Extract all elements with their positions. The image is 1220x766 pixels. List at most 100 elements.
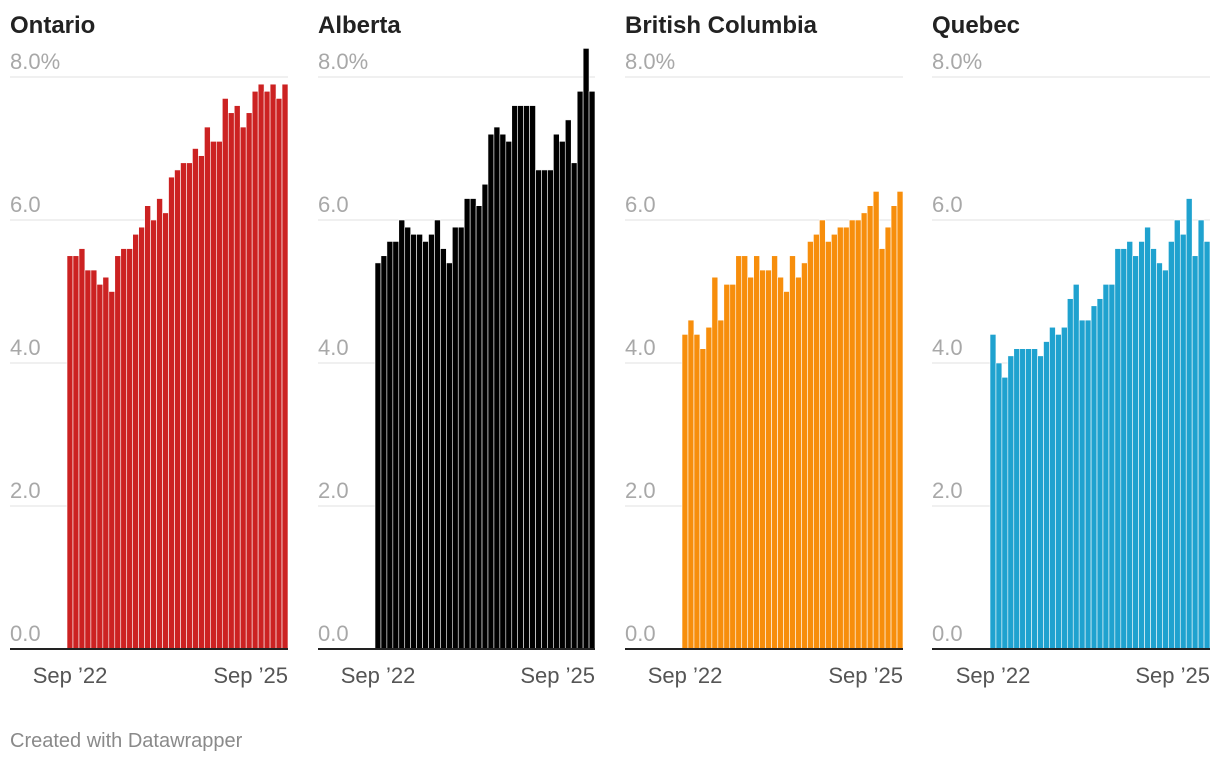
bar [753, 255, 760, 650]
bar [1150, 248, 1157, 650]
bar [1156, 262, 1163, 650]
bar [896, 191, 904, 650]
bar [174, 169, 181, 650]
bar [84, 269, 92, 650]
bar [410, 234, 417, 650]
bar [380, 255, 388, 650]
bar [475, 205, 483, 650]
bar [789, 255, 796, 650]
bar [582, 48, 590, 650]
bar [281, 83, 289, 650]
bar [269, 83, 277, 650]
bar [1179, 234, 1187, 650]
bar [541, 169, 548, 650]
bar [564, 119, 572, 650]
bar [576, 91, 584, 650]
bar [120, 248, 128, 650]
y-tick-label: 8.0% [932, 49, 982, 74]
bar [854, 219, 862, 650]
bar [547, 169, 554, 650]
y-tick-label: 4.0 [318, 335, 349, 360]
y-tick-label: 6.0 [318, 192, 349, 217]
bar [1144, 226, 1151, 650]
bar [434, 219, 441, 650]
bar [102, 276, 110, 650]
y-tick-label: 0.0 [932, 621, 963, 646]
bar [392, 241, 400, 650]
y-tick-label: 4.0 [932, 335, 963, 360]
bar [1031, 348, 1038, 650]
bar [239, 126, 247, 650]
bar [989, 334, 997, 650]
bar [493, 126, 501, 650]
bar [759, 269, 766, 650]
bar [819, 219, 826, 650]
bar [156, 198, 163, 650]
bar [251, 91, 259, 650]
bar [559, 141, 566, 650]
bar [836, 226, 844, 650]
bar [451, 226, 459, 650]
panel-title: British Columbia [625, 12, 818, 39]
bar [487, 133, 495, 650]
bar [570, 162, 578, 650]
y-tick-label: 6.0 [625, 192, 656, 217]
bar [428, 234, 435, 650]
bar [860, 212, 868, 650]
bar [1126, 241, 1134, 650]
bar [404, 226, 411, 650]
x-tick-label: Sep ’22 [341, 663, 416, 688]
bar [204, 126, 211, 650]
bar [535, 169, 542, 650]
bar [687, 319, 695, 650]
x-tick-label: Sep ’25 [520, 663, 595, 688]
bar [765, 269, 772, 650]
bar [505, 141, 513, 650]
bar [422, 241, 429, 650]
bar [741, 255, 748, 650]
bar [1025, 348, 1032, 650]
bar [717, 319, 725, 650]
bar [848, 219, 856, 650]
bar [1067, 298, 1074, 650]
bar [813, 234, 820, 650]
y-tick-label: 4.0 [10, 335, 41, 360]
bar [481, 183, 489, 650]
x-tick-label: Sep ’25 [828, 663, 903, 688]
bar [90, 269, 98, 650]
bar [1102, 284, 1110, 650]
small-multiples-chart: Ontario 0.0 2.0 4.0 6.0 8.0% Sep ’22 Sep ’25 Alb… [10, 12, 1211, 688]
bar [138, 226, 145, 650]
bar [216, 141, 223, 650]
y-tick-label: 2.0 [625, 478, 656, 503]
bar [1078, 319, 1086, 650]
bar [1084, 319, 1092, 650]
bar [699, 348, 707, 650]
x-tick-label: Sep ’22 [33, 663, 108, 688]
y-tick-label: 6.0 [10, 192, 41, 217]
bar [783, 291, 790, 650]
bar [150, 219, 157, 650]
bar [198, 155, 205, 650]
bar [227, 112, 235, 650]
y-tick-label: 8.0% [625, 49, 675, 74]
bar [1162, 269, 1169, 650]
x-tick-label: Sep ’25 [213, 663, 288, 688]
bar [1114, 248, 1122, 650]
bar [257, 83, 265, 650]
bar [995, 362, 1003, 650]
y-tick-label: 2.0 [10, 478, 41, 503]
bar [1138, 241, 1145, 650]
bar [398, 219, 406, 650]
bar [96, 284, 104, 650]
bar [186, 162, 193, 650]
bar [416, 234, 423, 650]
bar [446, 262, 453, 650]
bar [233, 105, 241, 650]
bar [1007, 355, 1015, 650]
bar [222, 98, 229, 650]
bar [1019, 348, 1026, 650]
bar [1203, 241, 1211, 650]
bar [469, 198, 477, 650]
bar [126, 248, 134, 650]
